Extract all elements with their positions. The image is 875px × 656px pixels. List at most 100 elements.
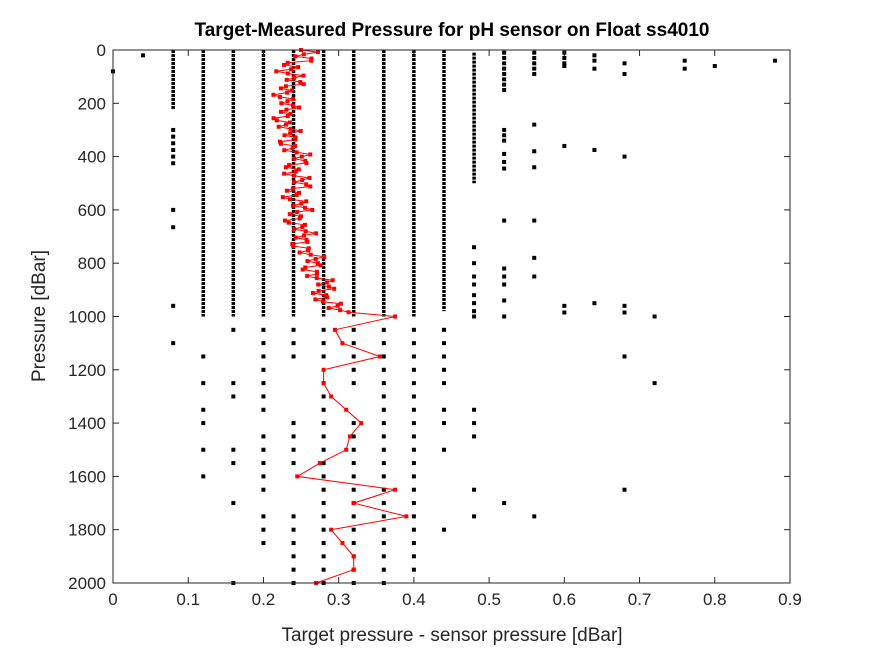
red-marker bbox=[277, 139, 282, 144]
black-marker bbox=[381, 354, 386, 359]
black-marker bbox=[201, 381, 206, 386]
red-marker bbox=[299, 154, 304, 159]
x-tick-label: 0.2 bbox=[252, 590, 276, 609]
red-marker bbox=[324, 280, 329, 285]
black-marker bbox=[291, 514, 296, 519]
black-marker bbox=[592, 301, 597, 306]
black-marker bbox=[261, 447, 266, 452]
black-marker bbox=[472, 421, 477, 426]
black-marker bbox=[411, 527, 416, 532]
red-marker bbox=[300, 178, 305, 183]
red-marker bbox=[297, 250, 302, 255]
black-marker bbox=[261, 514, 266, 519]
black-marker bbox=[532, 165, 537, 170]
red-marker bbox=[282, 171, 287, 176]
y-axis-label: Pressure [dBar] bbox=[29, 250, 50, 382]
red-marker bbox=[329, 394, 334, 399]
black-marker bbox=[201, 407, 206, 412]
red-marker bbox=[290, 103, 295, 108]
black-marker bbox=[472, 487, 477, 492]
black-marker bbox=[562, 310, 567, 315]
plot-area bbox=[113, 50, 790, 583]
y-tick-label: 800 bbox=[78, 254, 106, 273]
black-marker bbox=[562, 63, 567, 68]
black-marker bbox=[381, 461, 386, 466]
black-marker bbox=[502, 274, 507, 279]
black-marker bbox=[381, 501, 386, 506]
black-marker bbox=[321, 394, 326, 399]
black-marker bbox=[351, 514, 356, 519]
red-marker bbox=[286, 220, 291, 225]
red-marker bbox=[276, 124, 281, 129]
black-marker bbox=[532, 274, 537, 279]
black-marker bbox=[171, 141, 176, 146]
red-marker bbox=[300, 224, 305, 229]
black-marker bbox=[562, 61, 567, 66]
y-tick-label: 400 bbox=[78, 148, 106, 167]
x-tick-label: 0.4 bbox=[402, 590, 426, 609]
black-marker bbox=[502, 55, 507, 60]
red-marker bbox=[277, 94, 282, 99]
black-marker bbox=[261, 527, 266, 532]
red-marker bbox=[287, 120, 292, 125]
black-marker bbox=[532, 61, 537, 66]
red-marker bbox=[315, 271, 320, 276]
black-marker bbox=[532, 218, 537, 223]
red-marker bbox=[296, 65, 301, 70]
red-marker bbox=[295, 210, 300, 215]
red-marker bbox=[335, 303, 340, 308]
red-marker bbox=[298, 129, 303, 134]
black-marker bbox=[411, 554, 416, 559]
red-marker bbox=[344, 447, 349, 452]
black-marker bbox=[502, 66, 507, 71]
red-marker bbox=[282, 218, 287, 223]
black-marker bbox=[502, 159, 507, 164]
x-tick-label: 0 bbox=[108, 590, 117, 609]
black-marker bbox=[502, 50, 507, 55]
black-marker bbox=[411, 421, 416, 426]
black-marker bbox=[381, 407, 386, 412]
black-marker bbox=[652, 314, 657, 319]
red-marker bbox=[271, 116, 276, 121]
red-marker bbox=[301, 73, 306, 78]
red-marker bbox=[283, 165, 288, 170]
black-marker bbox=[261, 367, 266, 372]
black-marker bbox=[171, 147, 176, 152]
red-marker bbox=[307, 175, 312, 180]
red-marker bbox=[293, 143, 298, 148]
y-tick-label: 2000 bbox=[68, 574, 106, 593]
black-marker bbox=[321, 501, 326, 506]
red-marker bbox=[288, 131, 293, 136]
red-marker bbox=[302, 222, 307, 227]
red-marker bbox=[308, 252, 313, 257]
black-marker bbox=[502, 314, 507, 319]
red-marker bbox=[303, 158, 308, 163]
red-marker bbox=[282, 133, 287, 138]
black-marker bbox=[351, 461, 356, 466]
black-marker bbox=[351, 367, 356, 372]
red-marker bbox=[293, 169, 298, 174]
red-marker bbox=[290, 186, 295, 191]
red-marker bbox=[326, 284, 331, 289]
black-marker bbox=[411, 434, 416, 439]
black-marker bbox=[291, 341, 296, 346]
red-marker bbox=[338, 308, 343, 313]
black-marker bbox=[291, 527, 296, 532]
black-marker bbox=[472, 434, 477, 439]
black-marker bbox=[291, 354, 296, 359]
black-marker bbox=[411, 514, 416, 519]
x-tick-label: 0.8 bbox=[703, 590, 727, 609]
black-marker bbox=[201, 474, 206, 479]
red-marker bbox=[340, 341, 345, 346]
black-marker bbox=[411, 381, 416, 386]
red-marker bbox=[292, 173, 297, 178]
black-marker bbox=[381, 447, 386, 452]
red-marker bbox=[293, 54, 298, 59]
black-marker bbox=[381, 327, 386, 332]
black-marker bbox=[291, 567, 296, 572]
red-marker bbox=[301, 52, 306, 57]
red-marker bbox=[300, 267, 305, 272]
red-marker bbox=[321, 381, 326, 386]
black-marker bbox=[592, 58, 597, 63]
red-marker bbox=[346, 310, 351, 315]
